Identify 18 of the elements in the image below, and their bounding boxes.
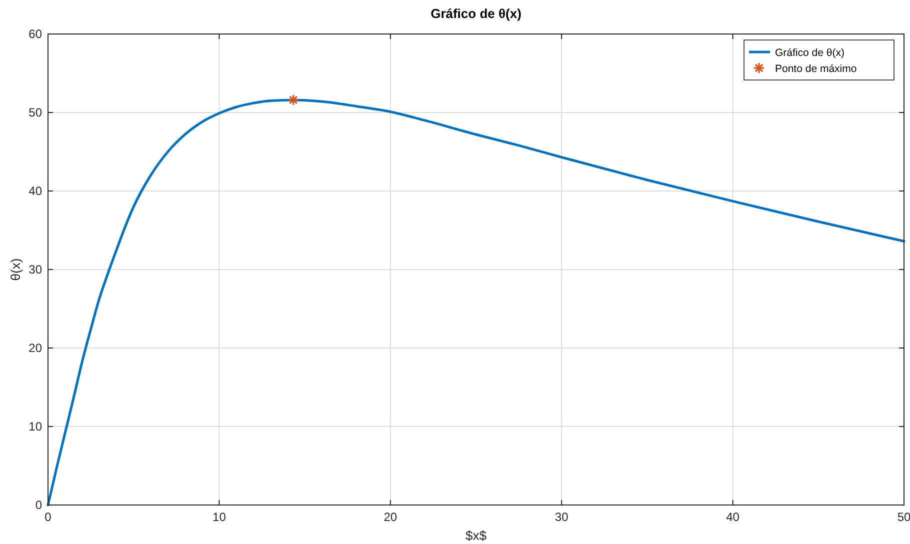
y-tick-label: 60	[28, 27, 42, 41]
y-tick-label: 0	[35, 498, 42, 512]
x-tick-label: 50	[897, 510, 910, 524]
x-tick-label: 40	[726, 510, 740, 524]
x-tick-label: 10	[212, 510, 226, 524]
y-tick-label: 10	[28, 420, 42, 434]
x-tick-label: 20	[384, 510, 398, 524]
x-axis-title: $x$	[466, 528, 488, 543]
y-tick-label: 50	[28, 106, 42, 120]
y-tick-label: 30	[28, 262, 42, 276]
y-tick-label: 40	[28, 184, 42, 198]
y-axis-title: θ(x)	[8, 258, 23, 281]
y-tick-label: 20	[28, 341, 42, 355]
legend-label: Ponto de máximo	[775, 63, 857, 75]
x-tick-label: 30	[554, 510, 569, 524]
legend-label: Gráfico de θ(x)	[775, 47, 844, 59]
x-tick-label: 0	[44, 510, 52, 524]
chart-title: Gráfico de θ(x)	[430, 6, 522, 21]
